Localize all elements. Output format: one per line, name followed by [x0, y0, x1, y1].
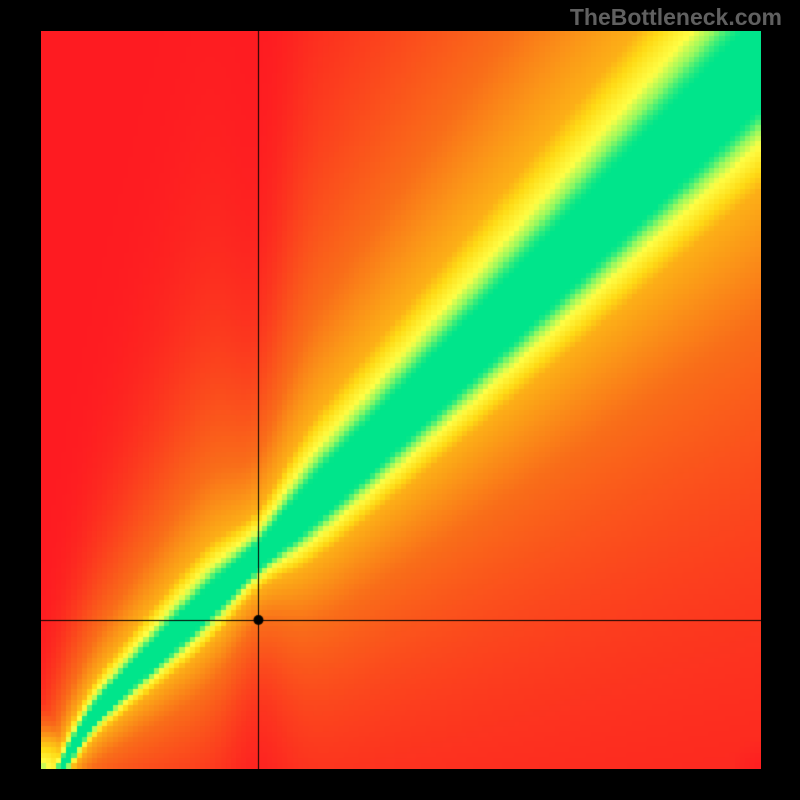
bottleneck-heatmap [41, 31, 761, 769]
watermark-text: TheBottleneck.com [570, 4, 782, 31]
